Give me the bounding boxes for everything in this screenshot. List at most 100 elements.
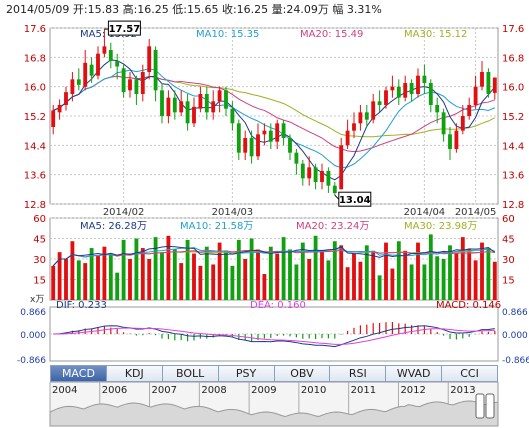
timeline-overview-area: [49, 400, 499, 427]
macd-dea-label: DEA: 0.160: [250, 300, 306, 311]
price-candle-body: [492, 77, 497, 93]
price-candle-body: [51, 110, 56, 127]
volume-bar: [384, 242, 388, 300]
volume-bar: [390, 268, 395, 300]
volume-bar: [115, 272, 120, 300]
volume-bar: [320, 250, 324, 300]
volume-bar: [428, 234, 433, 300]
price-candle-body: [288, 138, 292, 153]
price-legend-item: MA30: 15.12: [404, 29, 467, 40]
price-legend-item: MA20: 15.49: [300, 29, 363, 40]
timeline-year-label: 2010: [301, 385, 326, 396]
timeline-year-label: 2011: [351, 385, 376, 396]
volume-bar: [51, 265, 56, 300]
price-xtick: 2014/02: [103, 207, 145, 218]
price-candle-body: [192, 106, 196, 124]
volume-bar: [108, 253, 113, 300]
volume-bar: [403, 250, 408, 300]
price-candle-body: [57, 105, 62, 113]
price-candle-body: [390, 86, 395, 91]
timeline-left-handle: [475, 393, 485, 419]
price-candle-body: [185, 101, 190, 124]
price-low-box: [338, 191, 372, 207]
price-candle-body: [364, 112, 369, 120]
volume-ma5-line: [52, 245, 496, 267]
price-candle-body: [121, 68, 126, 93]
price-ytick-left: 16.8: [24, 53, 46, 64]
macd-ytick-mid-right: 0.000: [502, 331, 528, 341]
price-ytick-left: 15.2: [24, 112, 46, 123]
volume-ytick-left: 60: [33, 214, 46, 225]
tab-psy[interactable]: PSY: [218, 365, 275, 382]
volume-bar: [192, 253, 196, 300]
price-high-label: 17.57: [109, 24, 141, 35]
price-candle-body: [371, 101, 376, 120]
timeline-right-handle: [485, 393, 495, 419]
price-candle-body: [320, 171, 324, 182]
volume-bar: [224, 250, 228, 300]
volume-bar: [313, 235, 318, 300]
price-candle-body: [179, 101, 184, 113]
chart-canvas[interactable]: 17.6 17.6 16.8 16.8 16.0 16.0 15.2 15.2 14.4 14.4…: [0, 0, 529, 364]
price-candle-body: [211, 101, 216, 113]
timeline-navigator[interactable]: 2004 2006 2007 2008 2009 2010 2011 2012 2013: [0, 382, 529, 428]
price-candle-body: [140, 72, 145, 94]
price-candle-body: [256, 134, 260, 157]
volume-bar: [345, 267, 350, 300]
price-candle-body: [396, 86, 401, 98]
tab-cci[interactable]: CCI: [442, 365, 498, 382]
price-candle-body: [236, 123, 241, 153]
price-candle-body: [307, 167, 312, 179]
price-candle-body: [153, 50, 158, 91]
macd-ytick-bottom: -0.866: [17, 356, 46, 364]
timeline-year-label: 2006: [102, 385, 127, 396]
price-candle-body: [345, 130, 350, 146]
volume-bar: [128, 259, 132, 300]
price-candle-body: [249, 138, 254, 157]
price-candle-body: [384, 90, 388, 105]
volume-bar: [480, 242, 484, 300]
price-ytick-left: 12.8: [24, 200, 46, 211]
volume-bar: [454, 253, 459, 300]
price-candle-body: [172, 97, 177, 113]
price-candle-body: [275, 123, 280, 142]
volume-bar: [307, 259, 312, 300]
volume-ytick-left: 45: [33, 235, 46, 246]
volume-bar: [275, 253, 280, 300]
volume-bar: [332, 241, 337, 300]
price-candle-body: [217, 90, 222, 102]
price-candle-body: [108, 50, 113, 61]
price-ytick-left: 16.0: [24, 83, 46, 94]
tab-wvad[interactable]: WVAD: [386, 365, 443, 382]
tab-boll[interactable]: BOLL: [162, 365, 219, 382]
volume-bar: [102, 246, 107, 300]
macd-dif-label: DIF: 0.233: [56, 300, 107, 311]
price-candle-body: [403, 83, 408, 98]
price-ma5-line: [53, 59, 496, 181]
tab-rsi[interactable]: RSI: [330, 365, 387, 382]
macd-ytick-bottom-right: -0.866: [502, 356, 529, 364]
tab-obv[interactable]: OBV: [274, 365, 331, 382]
volume-legend-item: MA5: 26.28万: [80, 221, 147, 232]
volume-bar: [211, 264, 216, 300]
price-low-pointer: [334, 194, 340, 200]
tab-kdj[interactable]: KDJ: [106, 365, 163, 382]
price-candle-body: [96, 53, 100, 76]
volume-bar: [89, 248, 94, 300]
price-ytick-right: 12.8: [502, 200, 524, 211]
volume-bar: [256, 249, 260, 300]
tab-macd[interactable]: MACD: [50, 365, 107, 382]
volume-bar: [416, 242, 420, 300]
price-low-label: 13.04: [339, 195, 371, 206]
volume-bar: [422, 264, 427, 300]
macd-macd-label: MACD: 0.146: [436, 300, 501, 311]
price-ma30-line: [53, 75, 496, 138]
price-candle-body: [134, 79, 139, 94]
price-high-box: [107, 20, 141, 36]
price-candle-body: [332, 185, 337, 193]
volume-bar: [230, 265, 235, 300]
volume-bar: [76, 260, 81, 300]
volume-bar: [262, 274, 267, 300]
volume-bar: [236, 239, 241, 300]
